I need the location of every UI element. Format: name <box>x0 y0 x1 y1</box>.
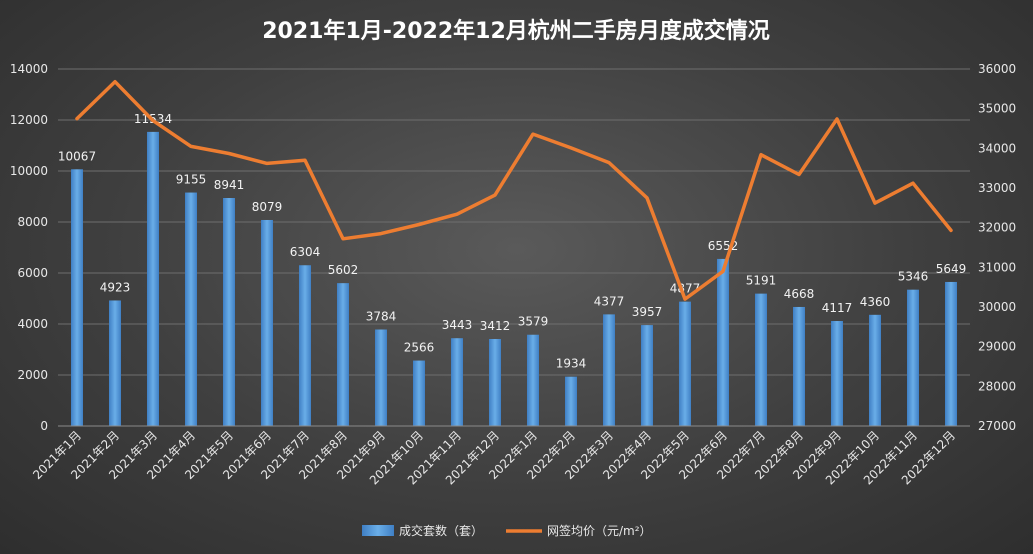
bar-data-label: 8941 <box>214 178 245 192</box>
bar <box>185 192 197 426</box>
bar-series <box>71 131 957 426</box>
left-axis-tick-label: 4000 <box>17 317 48 331</box>
left-axis: 0 2000 4000 6000 8000 10000 12000 14000 <box>10 62 48 433</box>
bar-data-label: 3957 <box>632 305 663 319</box>
bar-data-label: 10067 <box>58 149 96 163</box>
legend-bar-swatch <box>362 525 394 536</box>
legend-line-label: 网签均价（元/m²） <box>547 523 652 538</box>
bar <box>147 131 159 426</box>
chart-title: 2021年1月-2022年12月杭州二手房月度成交情况 <box>262 18 770 44</box>
right-axis-tick-label: 30000 <box>978 300 1016 314</box>
bar-data-label: 4877 <box>670 282 701 296</box>
bar-data-label: 4117 <box>822 301 853 315</box>
left-axis-tick-label: 12000 <box>10 113 48 127</box>
bar <box>451 338 463 426</box>
bar-data-label: 3443 <box>442 318 473 332</box>
bar <box>261 219 273 426</box>
right-axis-tick-label: 33000 <box>978 181 1016 195</box>
bar-data-label: 4668 <box>784 287 815 301</box>
left-axis-tick-label: 6000 <box>17 266 48 280</box>
right-axis-tick-label: 34000 <box>978 141 1016 155</box>
line-path <box>75 79 953 301</box>
bar <box>299 265 311 426</box>
right-axis-tick-label: 27000 <box>978 419 1016 433</box>
x-axis: 2021年1月2021年2月2021年3月2021年4月2021年5月2021年… <box>30 425 970 487</box>
bar-data-label: 6304 <box>290 245 321 259</box>
bar <box>565 376 577 426</box>
bar <box>755 293 767 426</box>
right-axis-tick-label: 29000 <box>978 340 1016 354</box>
bar <box>603 314 615 426</box>
right-axis-tick-label: 36000 <box>978 62 1016 76</box>
bar-data-label: 5602 <box>328 263 359 277</box>
grid-lines <box>58 68 970 427</box>
bar <box>717 258 729 426</box>
right-axis-tick-label: 32000 <box>978 221 1016 235</box>
bar <box>223 198 235 426</box>
bar <box>375 329 387 426</box>
left-axis-tick-label: 10000 <box>10 164 48 178</box>
right-axis: 27000 28000 29000 30000 31000 32000 33000 34000… <box>978 62 1016 433</box>
bar <box>907 289 919 426</box>
bar <box>869 314 881 426</box>
bar <box>413 360 425 426</box>
bar <box>489 338 501 426</box>
bar-data-label: 5649 <box>936 262 967 276</box>
right-axis-tick-label: 28000 <box>978 379 1016 393</box>
bar <box>71 169 83 426</box>
left-axis-tick-label: 14000 <box>10 62 48 76</box>
bar-data-label: 9155 <box>176 173 207 187</box>
bar-data-label: 4377 <box>594 294 625 308</box>
bar-data-label: 5191 <box>746 274 777 288</box>
bar <box>831 321 843 426</box>
bar <box>109 300 121 426</box>
bar <box>641 325 653 426</box>
bar-data-label: 1934 <box>556 357 587 371</box>
bar-data-label: 5346 <box>898 270 929 284</box>
left-axis-tick-label: 0 <box>40 419 48 433</box>
left-axis-tick-label: 2000 <box>17 368 48 382</box>
bar-data-label: 3784 <box>366 310 397 324</box>
bar-data-label: 3412 <box>480 319 511 333</box>
legend-bar-label: 成交套数（套） <box>399 523 483 538</box>
bar-data-label: 4360 <box>860 295 891 309</box>
legend: 成交套数（套） 网签均价（元/m²） <box>362 523 652 538</box>
bar <box>337 283 349 426</box>
left-axis-tick-label: 8000 <box>17 215 48 229</box>
bar-data-label: 4923 <box>100 280 131 294</box>
bar <box>945 281 957 426</box>
right-axis-tick-label: 35000 <box>978 102 1016 116</box>
bar-data-label: 3579 <box>518 315 549 329</box>
bar <box>793 306 805 426</box>
bar <box>527 334 539 426</box>
bar-data-label: 8079 <box>252 200 283 214</box>
bar <box>679 301 691 426</box>
line-series <box>75 79 953 301</box>
bar-data-label: 2566 <box>404 341 435 355</box>
right-axis-tick-label: 31000 <box>978 260 1016 274</box>
